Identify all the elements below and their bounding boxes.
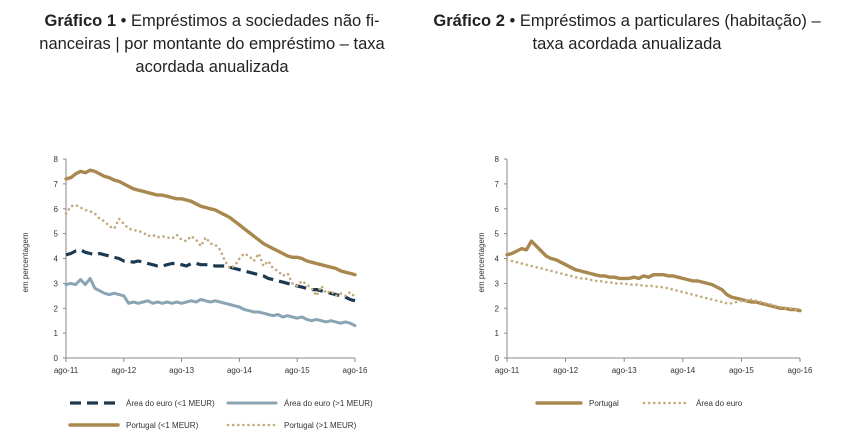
chart2-title: Gráfico 2 • Empréstimos a particulares (… [423, 10, 831, 56]
chart2-title-text: Empréstimos a particulares (habitação) – [519, 12, 821, 30]
chart2-xtick-label: ago-13 [612, 366, 637, 375]
chart1-series-line-2 [64, 276, 357, 328]
chart1-legend-label-1: Área do euro (<1 MEUR) [126, 399, 215, 408]
chart2-y-axis-label: em percentagem [477, 232, 486, 292]
chart2-ytick-label: 4 [495, 255, 500, 264]
chart2-ytick-label: 6 [495, 205, 500, 214]
chart1-ytick-label: 2 [54, 304, 59, 313]
chart1-ytick-label: 0 [54, 354, 59, 363]
chart2-series-line-2 [505, 258, 802, 311]
chart1-legend-label-2: Área do euro (>1 MEUR) [284, 399, 373, 408]
chart2-ytick-label: 7 [495, 180, 500, 189]
chart1-xtick-label: ago-12 [111, 366, 136, 375]
chart2-ytick-label: 0 [495, 354, 500, 363]
chart1-xtick-label: ago-14 [227, 366, 252, 375]
chart2-xtick-label: ago-11 [495, 366, 520, 375]
chart2-ytick-label: 5 [495, 230, 500, 239]
chart1-ytick-label: 8 [54, 155, 59, 164]
chart1-title-line3: acordada anualizada [135, 58, 289, 76]
chart2-ytick-label: 3 [495, 279, 500, 288]
chart2-title-line2: taxa acordada anualizada [532, 35, 722, 53]
chart1-ytick-label: 6 [54, 205, 59, 214]
chart1-title-bullet: • [116, 12, 131, 30]
chart2-xtick-label: ago-12 [553, 366, 578, 375]
chart2-xtick-label: ago-16 [788, 366, 813, 375]
chart2-series-line-1 [505, 239, 802, 313]
chart1-xtick-label: ago-13 [169, 366, 194, 375]
chart2-legend-label-2: Área do euro [696, 399, 743, 408]
chart1-title-line2: nanceiras | por montante do empréstimo –… [39, 35, 385, 53]
chart1-ytick-label: 5 [54, 230, 59, 239]
chart1-title-bold: Gráfico 1 [44, 12, 117, 30]
chart2-xtick-label: ago-14 [670, 366, 695, 375]
chart1-ytick-label: 3 [54, 279, 59, 288]
chart1-ytick-label: 7 [54, 180, 59, 189]
chart1-series-line-4 [64, 203, 357, 299]
chart2-ytick-label: 8 [495, 155, 500, 164]
chart1-xtick-label: ago-16 [343, 366, 368, 375]
chart1-title-text: Empréstimos a sociedades não fi- [130, 12, 380, 30]
chart1-legend-label-3: Portugal (<1 MEUR) [126, 421, 199, 430]
chart2-title-bold: Gráfico 2 [433, 12, 505, 30]
chart2-title-bullet: • [504, 12, 520, 30]
chart1-legend-label-4: Portugal (>1 MEUR) [284, 421, 357, 430]
chart2-ytick-label: 1 [495, 329, 500, 338]
chart1-title: Gráfico 1 • Empréstimos a sociedades não… [6, 10, 418, 79]
chart1-ytick-label: 4 [54, 255, 59, 264]
chart2-xtick-label: ago-15 [729, 366, 754, 375]
chart2-legend-label-1: Portugal [589, 399, 619, 408]
chart2-ytick-label: 2 [495, 304, 500, 313]
chart1-ytick-label: 1 [54, 329, 59, 338]
chart1-xtick-label: ago-15 [285, 366, 310, 375]
chart1-xtick-label: ago-11 [54, 366, 79, 375]
chart1-y-axis-label: em percentagem [21, 232, 30, 292]
chart1-series-line-3 [64, 168, 357, 277]
